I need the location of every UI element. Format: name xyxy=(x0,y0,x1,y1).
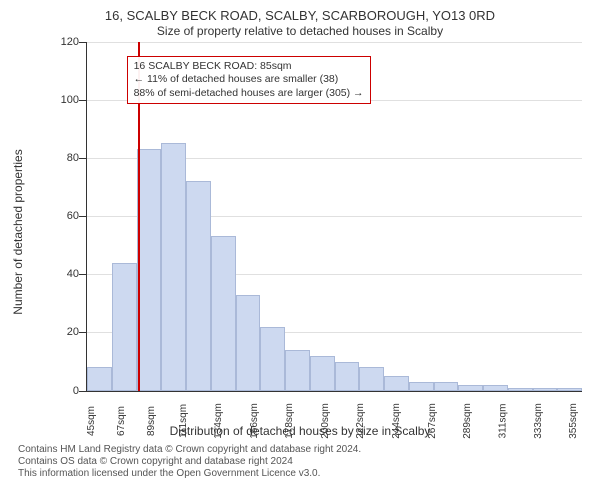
footer-line-3: This information licensed under the Open… xyxy=(18,468,590,480)
histogram-bar xyxy=(359,367,384,390)
histogram-bar xyxy=(335,362,360,391)
histogram-bar xyxy=(87,367,112,390)
x-tick-label: 134sqm xyxy=(213,403,243,439)
histogram-bar xyxy=(137,149,162,390)
x-tick-labels: 45sqm67sqm89sqm111sqm134sqm156sqm178sqm2… xyxy=(86,392,582,422)
histogram-bar xyxy=(384,376,409,391)
y-axis-label: Number of detached properties xyxy=(11,149,25,314)
histogram-bar xyxy=(236,295,261,391)
x-tick-label: 244sqm xyxy=(391,403,421,439)
histogram-bar xyxy=(409,382,434,391)
y-tick-label: 100 xyxy=(55,94,79,106)
x-tick-label: 89sqm xyxy=(146,406,176,436)
chart-title: 16, SCALBY BECK ROAD, SCALBY, SCARBOROUG… xyxy=(10,8,590,24)
x-tick-label: 200sqm xyxy=(320,403,350,439)
histogram-bar xyxy=(211,236,236,390)
info-box-line: 88% of semi-detached houses are larger (… xyxy=(134,87,364,101)
footer-attribution: Contains HM Land Registry data © Crown c… xyxy=(10,444,590,480)
histogram-bar xyxy=(557,388,582,391)
histogram-bar xyxy=(508,388,533,391)
x-tick-label: 67sqm xyxy=(116,406,146,436)
chart-container: 16, SCALBY BECK ROAD, SCALBY, SCARBOROUG… xyxy=(0,0,600,500)
x-tick-label: 333sqm xyxy=(532,403,562,439)
info-box-line: ← 11% of detached houses are smaller (38… xyxy=(134,73,364,87)
histogram-bar xyxy=(310,356,335,391)
x-tick-label: 222sqm xyxy=(355,403,385,439)
footer-line-2: Contains OS data © Crown copyright and d… xyxy=(18,456,590,468)
y-tick xyxy=(79,100,87,101)
histogram-bar xyxy=(533,388,558,391)
y-tick-label: 60 xyxy=(55,210,79,222)
chart-subtitle: Size of property relative to detached ho… xyxy=(10,24,590,38)
y-tick-label: 0 xyxy=(55,385,79,397)
x-tick-label: 289sqm xyxy=(462,403,492,439)
info-box: 16 SCALBY BECK ROAD: 85sqm← 11% of detac… xyxy=(127,56,371,105)
histogram-bar xyxy=(112,263,137,391)
histogram-bar xyxy=(260,327,285,391)
x-tick-label: 178sqm xyxy=(284,403,314,439)
y-tick xyxy=(79,216,87,217)
info-box-line: 16 SCALBY BECK ROAD: 85sqm xyxy=(134,60,364,74)
y-tick-label: 40 xyxy=(55,268,79,280)
y-tick-label: 20 xyxy=(55,326,79,338)
x-tick-label: 156sqm xyxy=(249,403,279,439)
histogram-bar xyxy=(285,350,310,391)
chart-inner: 02040608010012016 SCALBY BECK ROAD: 85sq… xyxy=(86,42,582,392)
histogram-bar xyxy=(434,382,459,391)
histogram-bar xyxy=(161,143,186,390)
x-tick-label: 267sqm xyxy=(426,403,456,439)
y-tick xyxy=(79,42,87,43)
x-tick-label: 45sqm xyxy=(86,406,116,436)
y-tick-label: 120 xyxy=(55,36,79,48)
histogram-bar xyxy=(186,181,211,390)
histogram-bar xyxy=(458,385,483,391)
y-tick xyxy=(79,158,87,159)
plot-area: Number of detached properties 0204060801… xyxy=(58,42,582,422)
histogram-bar xyxy=(483,385,508,391)
y-tick-label: 80 xyxy=(55,152,79,164)
x-tick-label: 355sqm xyxy=(568,403,598,439)
y-tick xyxy=(79,274,87,275)
y-tick xyxy=(79,332,87,333)
x-tick-label: 111sqm xyxy=(178,404,208,438)
x-tick-label: 311sqm xyxy=(497,403,527,438)
footer-line-1: Contains HM Land Registry data © Crown c… xyxy=(18,444,590,456)
